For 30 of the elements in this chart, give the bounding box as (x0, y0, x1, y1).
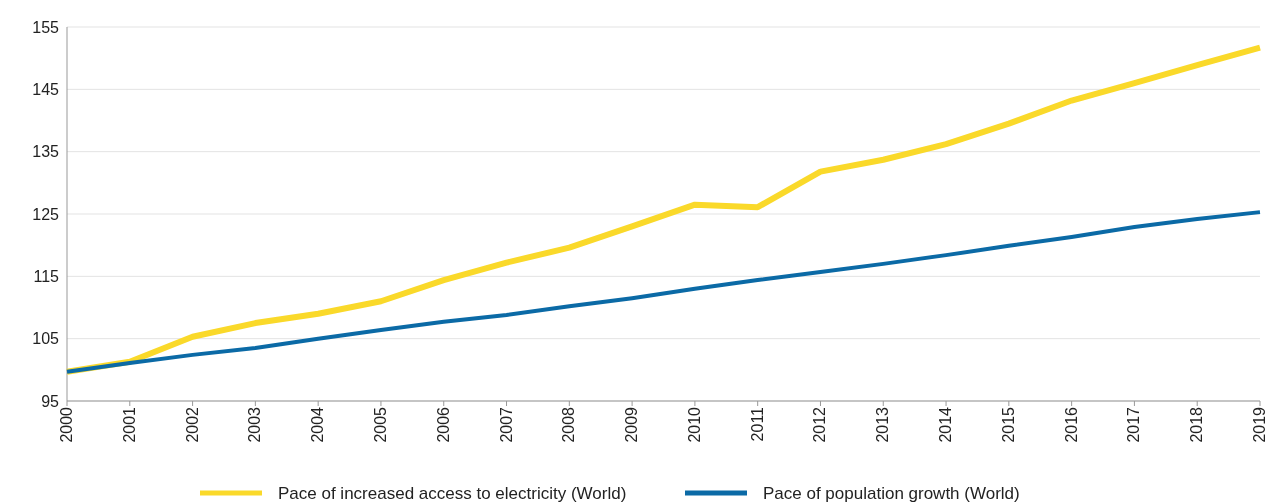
x-tick-label: 2014 (937, 406, 955, 443)
x-tick-label: 2000 (58, 406, 75, 443)
y-tick-label: 105 (32, 330, 60, 348)
y-tick-label: 145 (32, 80, 60, 98)
legend-label: Pace of increased access to electricity (World) (278, 483, 627, 502)
y-tick-label: 155 (32, 18, 60, 36)
x-tick-label: 2009 (623, 406, 641, 443)
y-tick-label: 95 (41, 392, 60, 410)
legend-label: Pace of population growth (World) (763, 483, 1020, 502)
x-tick-label: 2003 (246, 406, 264, 443)
x-tick-label: 2001 (120, 406, 138, 443)
x-tick-label: 2015 (999, 406, 1017, 443)
x-tick-label: 2010 (685, 406, 703, 443)
x-tick-label: 2013 (874, 406, 892, 443)
x-tick-label: 2006 (434, 406, 452, 443)
y-tick-label: 135 (32, 143, 60, 161)
x-tick-label: 2011 (748, 406, 766, 442)
x-tick-label: 2019 (1251, 406, 1268, 443)
x-tick-label: 2004 (309, 406, 327, 443)
x-tick-label: 2018 (1188, 406, 1206, 443)
line-series (65, 210, 1262, 374)
x-tick-label: 2002 (183, 406, 201, 443)
x-tick-label: 2005 (371, 406, 389, 443)
x-tick-label: 2012 (811, 406, 829, 443)
x-tick-label: 2016 (1062, 406, 1080, 443)
y-tick-label: 125 (32, 205, 60, 223)
x-tick-label: 2017 (1125, 406, 1143, 443)
x-tick-label: 2008 (560, 406, 578, 443)
y-tick-label: 115 (33, 267, 60, 285)
x-tick-label: 2007 (497, 406, 515, 443)
